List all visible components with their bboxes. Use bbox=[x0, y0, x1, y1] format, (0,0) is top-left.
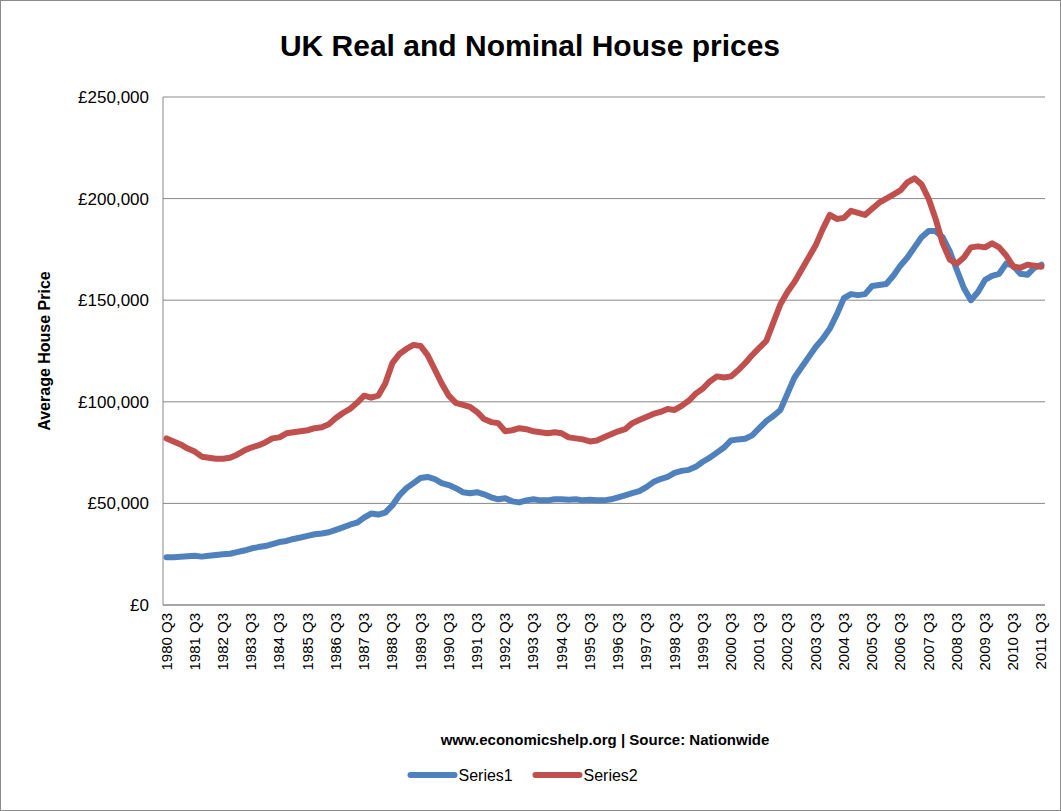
x-tick-label: 2011 Q3 bbox=[1032, 613, 1049, 669]
x-tick-label: 2001 Q3 bbox=[750, 613, 767, 671]
x-tick-label: 1985 Q3 bbox=[299, 613, 316, 671]
legend-label: Series1 bbox=[459, 767, 513, 784]
chart-frame bbox=[1, 1, 1061, 811]
x-tick-label: 1991 Q3 bbox=[468, 613, 485, 671]
x-tick-label: 1982 Q3 bbox=[214, 613, 231, 671]
grid-line bbox=[163, 97, 1045, 98]
x-tick-label: 1992 Q3 bbox=[496, 613, 513, 671]
series-group bbox=[167, 178, 1042, 557]
y-tick-label: £250,000 bbox=[78, 88, 149, 107]
title: UK Real and Nominal House prices bbox=[280, 29, 780, 62]
x-tick-label: 2006 Q3 bbox=[891, 613, 908, 671]
x-tick-label: 1995 Q3 bbox=[581, 613, 598, 671]
series-line bbox=[167, 178, 1042, 458]
x-tick-label: 2005 Q3 bbox=[863, 613, 880, 671]
x-tick-label: 1998 Q3 bbox=[666, 613, 683, 671]
chart: UK Real and Nominal House prices £0 £50,00… bbox=[0, 0, 1061, 811]
x-tick-label: 1994 Q3 bbox=[553, 613, 570, 671]
x-tick-label: 1989 Q3 bbox=[412, 613, 429, 671]
x-tick-label: 1997 Q3 bbox=[637, 613, 654, 671]
grid-line bbox=[163, 198, 1045, 199]
x-tick-label: 1984 Q3 bbox=[270, 613, 287, 671]
y-tick-label: £200,000 bbox=[78, 190, 149, 209]
x-tick-label: 1993 Q3 bbox=[524, 613, 541, 671]
x-tick-label: 1988 Q3 bbox=[383, 613, 400, 671]
x-tick-label: 2009 Q3 bbox=[976, 613, 993, 671]
x-tick-label: 1990 Q3 bbox=[440, 613, 457, 671]
x-tick-label: 2007 Q3 bbox=[920, 613, 937, 671]
x-tick-label: 1986 Q3 bbox=[327, 613, 344, 671]
x-tick-label: 1980 Q3 bbox=[158, 613, 175, 671]
y-axis: £0 £50,000 £100,000 £150,000 £200,000 £250,00… bbox=[78, 88, 1045, 615]
x-axis-line bbox=[163, 605, 1045, 606]
legend-swatch bbox=[411, 772, 455, 778]
x-tick-label: 2008 Q3 bbox=[948, 613, 965, 671]
x-tick-label: 1987 Q3 bbox=[355, 613, 372, 671]
legend-label: Series2 bbox=[584, 767, 638, 784]
x-axis-title: www.economicshelp.org | Source: Nationwi… bbox=[440, 731, 770, 748]
legend-swatch bbox=[536, 772, 580, 778]
y-tick-label: £50,000 bbox=[88, 494, 149, 513]
x-tick-label: 1999 Q3 bbox=[694, 613, 711, 671]
y-tick-label: £150,000 bbox=[78, 291, 149, 310]
y-axis-line bbox=[163, 97, 164, 605]
x-tick-label: 2000 Q3 bbox=[722, 613, 739, 671]
x-tick-label: 2003 Q3 bbox=[807, 613, 824, 671]
x-tick-label: 1981 Q3 bbox=[186, 613, 203, 671]
x-tick-label: 2004 Q3 bbox=[835, 613, 852, 671]
grid-line bbox=[163, 401, 1045, 402]
y-axis-title: Average House Price bbox=[36, 271, 53, 431]
series-line bbox=[167, 231, 1042, 557]
x-tick-label: 1983 Q3 bbox=[242, 613, 259, 671]
x-tick-label: 2002 Q3 bbox=[778, 613, 795, 671]
x-tick-label: 1996 Q3 bbox=[609, 613, 626, 671]
grid-line bbox=[163, 300, 1045, 301]
x-axis: 1980 Q3 1981 Q3 1982 Q3 1983 Q3 1984 Q3 1985 … bbox=[158, 613, 1050, 671]
legend: Series1 Series2 bbox=[411, 767, 638, 784]
y-tick-label: £0 bbox=[130, 596, 149, 615]
grid-line bbox=[163, 605, 1045, 606]
x-tick-label: 2010 Q3 bbox=[1004, 613, 1021, 671]
y-tick-label: £100,000 bbox=[78, 393, 149, 412]
